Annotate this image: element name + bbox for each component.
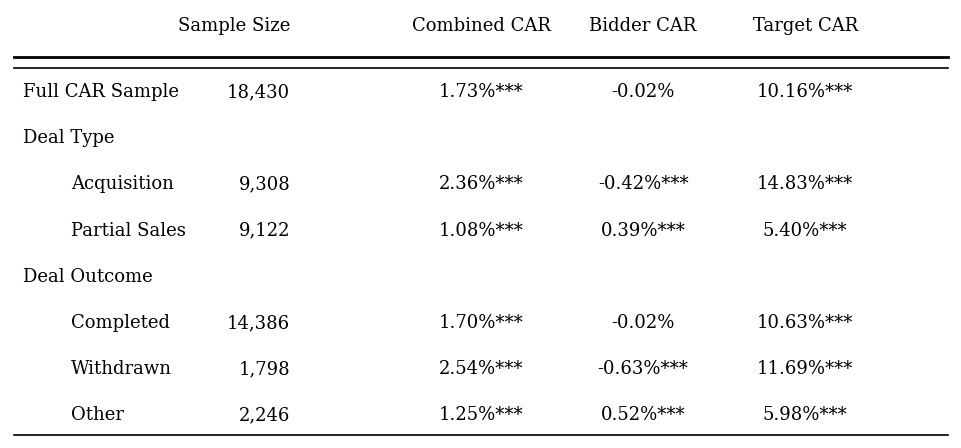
Text: Full CAR Sample: Full CAR Sample <box>23 83 179 101</box>
Text: Partial Sales: Partial Sales <box>71 222 185 240</box>
Text: Withdrawn: Withdrawn <box>71 360 172 378</box>
Text: Combined CAR: Combined CAR <box>411 17 550 35</box>
Text: 5.40%***: 5.40%*** <box>762 222 847 240</box>
Text: 1.08%***: 1.08%*** <box>438 222 523 240</box>
Text: 2,246: 2,246 <box>238 406 290 424</box>
Text: Deal Type: Deal Type <box>23 129 114 147</box>
Text: Other: Other <box>71 406 124 424</box>
Text: 0.52%***: 0.52%*** <box>601 406 685 424</box>
Text: 14,386: 14,386 <box>227 314 290 332</box>
Text: 9,122: 9,122 <box>238 222 290 240</box>
Text: Sample Size: Sample Size <box>178 17 290 35</box>
Text: Deal Outcome: Deal Outcome <box>23 268 153 286</box>
Text: 2.36%***: 2.36%*** <box>438 176 523 194</box>
Text: 1.25%***: 1.25%*** <box>438 406 523 424</box>
Text: -0.42%***: -0.42%*** <box>597 176 688 194</box>
Text: 18,430: 18,430 <box>227 83 290 101</box>
Text: 2.54%***: 2.54%*** <box>438 360 523 378</box>
Text: 9,308: 9,308 <box>238 176 290 194</box>
Text: -0.02%: -0.02% <box>611 83 674 101</box>
Text: Target CAR: Target CAR <box>752 17 857 35</box>
Text: 1.73%***: 1.73%*** <box>438 83 523 101</box>
Text: Bidder CAR: Bidder CAR <box>589 17 696 35</box>
Text: 11.69%***: 11.69%*** <box>756 360 852 378</box>
Text: 10.63%***: 10.63%*** <box>756 314 852 332</box>
Text: Completed: Completed <box>71 314 170 332</box>
Text: Acquisition: Acquisition <box>71 176 174 194</box>
Text: 10.16%***: 10.16%*** <box>756 83 852 101</box>
Text: 1,798: 1,798 <box>238 360 290 378</box>
Text: 14.83%***: 14.83%*** <box>756 176 852 194</box>
Text: -0.63%***: -0.63%*** <box>597 360 688 378</box>
Text: 0.39%***: 0.39%*** <box>600 222 685 240</box>
Text: 1.70%***: 1.70%*** <box>438 314 523 332</box>
Text: -0.02%: -0.02% <box>611 314 674 332</box>
Text: 5.98%***: 5.98%*** <box>762 406 847 424</box>
